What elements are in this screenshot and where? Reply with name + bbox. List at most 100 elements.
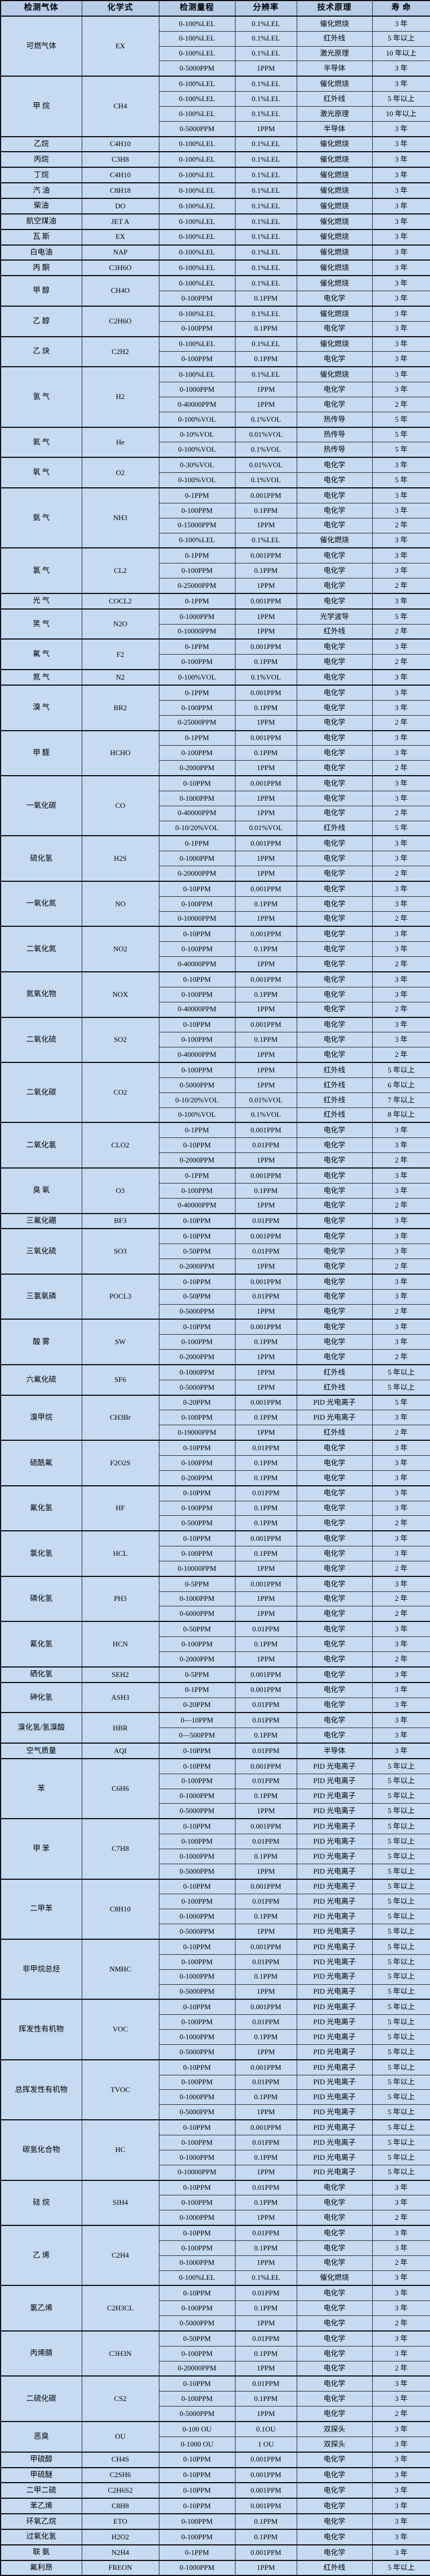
range-cell: 0-100%LEL bbox=[158, 366, 236, 383]
range-cell: 0-100PPM bbox=[158, 654, 236, 670]
gas-name-cell: 溴甲烷 bbox=[0, 1394, 82, 1441]
lifespan-cell: 3 年 bbox=[372, 1712, 430, 1729]
lifespan-cell: 3 年 bbox=[372, 366, 430, 383]
lifespan-cell: 5 年以上 bbox=[372, 1848, 430, 1864]
table-row: 0-5000PPM 1PPM PID 光电离子 5 年以上 bbox=[1, 1924, 430, 1940]
principle-cell: 电化学 bbox=[296, 760, 373, 776]
table-row: 0-100PPM 0.01PPM PID 光电离子 5 年以上 bbox=[1, 2014, 430, 2030]
table-row: 乙 炔 C2H2 0-100%LEL 0.1%LEL 催化燃烧 3 年 bbox=[0, 336, 430, 367]
formula-cell: ETO bbox=[81, 2513, 159, 2530]
principle-cell: 电化学 bbox=[296, 1636, 373, 1652]
lifespan-cell: 5 年 bbox=[372, 608, 430, 625]
principle-cell: 催化燃烧 bbox=[296, 2270, 373, 2286]
formula-cell: N2H4 bbox=[81, 2544, 159, 2561]
lifespan-cell: 2 年 bbox=[372, 715, 430, 731]
range-cell: 0-100%VOL bbox=[158, 669, 236, 686]
resolution-cell: 0.1%LEL bbox=[234, 15, 297, 32]
principle-cell: 电化学 bbox=[296, 1334, 373, 1350]
range-cell: 0-1PPM bbox=[158, 1681, 236, 1698]
gas-name-cell: 二氧化氯 bbox=[0, 1122, 82, 1169]
principle-cell: 红外线 bbox=[296, 91, 373, 107]
formula-cell: AQI bbox=[81, 1743, 159, 1759]
gas-name-cell: 恶臭 bbox=[0, 2421, 82, 2453]
range-cell: 0-10PPM bbox=[158, 880, 236, 897]
range-cell: 0-10/20%VOL bbox=[158, 1092, 236, 1108]
range-cell: 0-10/20%VOL bbox=[158, 820, 236, 836]
formula-cell: HCHO bbox=[81, 730, 159, 776]
lifespan-cell: 3 年 bbox=[372, 121, 430, 137]
resolution-cell: 1PPM bbox=[234, 1984, 297, 2000]
table-row: 三氯氧磷 POCL3 0-10PPM 0.001PPM 电化学 3 年 bbox=[0, 1273, 430, 1320]
gas-name-cell: 氯化氢 bbox=[0, 1530, 82, 1577]
lifespan-cell: 5 年以上 bbox=[372, 1364, 430, 1380]
principle-cell: PID 光电离子 bbox=[296, 1758, 373, 1774]
resolution-cell: 0.01PPM bbox=[234, 1289, 297, 1305]
principle-cell: 催化燃烧 bbox=[296, 336, 373, 352]
range-cell: 0-100PPM bbox=[158, 941, 236, 957]
lifespan-cell: 3 年 bbox=[372, 1455, 430, 1471]
range-cell: 0-19000PPM bbox=[158, 1425, 236, 1441]
table-row: 航空煤油 JET A 0-100%LEL 0.1%LEL 催化燃烧 3 年 bbox=[0, 213, 430, 230]
range-cell: 0-100%LEL bbox=[158, 167, 236, 183]
range-cell: 0-10PPM bbox=[158, 1440, 236, 1456]
lifespan-cell: 3 年 bbox=[372, 547, 430, 564]
range-cell: 0-10000PPM bbox=[158, 911, 236, 927]
resolution-cell: 0.1PPM bbox=[234, 321, 297, 337]
range-cell: 0-30%VOL bbox=[158, 457, 236, 473]
lifespan-cell: 5 年以上 bbox=[372, 1938, 430, 1955]
table-row: 0-100PPM 0.01PPM PID 光电离子 5 年以上 bbox=[1, 1954, 430, 1970]
principle-cell: 电化学 bbox=[296, 866, 373, 882]
range-cell: 0-10PPM bbox=[158, 1999, 236, 2015]
principle-cell: 电化学 bbox=[296, 2315, 373, 2332]
resolution-cell: 0.1PPM bbox=[234, 1410, 297, 1426]
table-row: 笑 气 N2O 0-1000PPM 1PPM 光学波导 5 年 bbox=[0, 608, 430, 640]
range-cell: 0-100%VOL bbox=[158, 1107, 236, 1123]
resolution-cell: 0.01PPM bbox=[234, 1440, 297, 1456]
gas-name-cell: 二氧化氮 bbox=[0, 926, 82, 972]
gas-name-cell: 三氧化硫 bbox=[0, 1228, 82, 1275]
resolution-cell: 1PPM bbox=[234, 1001, 297, 1018]
table-row: 二氧化氯 CLO2 0-1PPM 0.001PPM 电化学 3 年 bbox=[0, 1122, 430, 1169]
lifespan-cell: 2 年 bbox=[372, 1047, 430, 1063]
lifespan-cell: 5 年以上 bbox=[372, 1803, 430, 1819]
range-cell: 0-100PPM bbox=[158, 1894, 236, 1910]
resolution-cell: 0.01PPM bbox=[234, 1485, 297, 1501]
lifespan-cell: 3 年 bbox=[372, 2482, 430, 2499]
formula-cell: PH3 bbox=[81, 1575, 159, 1622]
lifespan-cell: 3 年 bbox=[372, 775, 430, 791]
resolution-cell: 0.001PPM bbox=[234, 1122, 297, 1139]
table-row: 硅 烷 SIH4 0-10PPM 0.01PPM 电化学 3 年 bbox=[0, 2179, 430, 2226]
range-cell: 0-20000PPM bbox=[158, 2360, 236, 2377]
principle-cell: PID 光电离子 bbox=[296, 2134, 373, 2150]
table-row: 丙烷 C3H8 0-100%LEL 0.1%LEL 催化燃烧 3 年 bbox=[0, 151, 430, 168]
resolution-cell: 1PPM bbox=[234, 2559, 297, 2576]
table-row: 甲 醇 CH4O 0-100%LEL 0.1%LEL 催化燃烧 3 年 bbox=[0, 275, 430, 307]
table-row: 0-100PPM 0.1PPM PID 光电离子 3 年 bbox=[1, 1410, 430, 1426]
principle-cell: PID 光电离子 bbox=[296, 1894, 373, 1910]
range-cell: 0-10PPM bbox=[158, 971, 236, 987]
gas-name-cell: 挥发性有机物 bbox=[0, 1999, 82, 2060]
formula-cell: HBR bbox=[81, 1712, 159, 1744]
lifespan-cell: 2 年 bbox=[372, 1425, 430, 1441]
gas-name-cell: 乙 烯 bbox=[0, 2225, 82, 2286]
principle-cell: PID 光电离子 bbox=[296, 2014, 373, 2030]
lifespan-cell: 3 年 bbox=[372, 835, 430, 852]
range-cell: 0-40000PPM bbox=[158, 396, 236, 412]
lifespan-cell: 3 年 bbox=[372, 1470, 430, 1486]
range-cell: 0-100PPM bbox=[158, 1773, 236, 1789]
lifespan-cell: 3 年 bbox=[372, 1697, 430, 1713]
table-row: 氯化氢 HCL 0-10PPM 0.001PPM 电化学 3 年 bbox=[0, 1530, 430, 1577]
resolution-cell: 0.1PPM bbox=[234, 654, 297, 670]
formula-cell: H2 bbox=[81, 366, 159, 428]
resolution-cell: 0.01PPM bbox=[234, 2179, 297, 2196]
gas-name-cell: 二甲二硫 bbox=[0, 2482, 82, 2499]
table-row: 0-100PPM 0.1PPM 电化学 3 年 bbox=[1, 1334, 430, 1350]
gas-name-cell: 甲 烷 bbox=[0, 76, 82, 137]
resolution-cell: 0.1PPM bbox=[234, 1909, 297, 1925]
resolution-cell: 0.1PPM bbox=[234, 1969, 297, 1985]
principle-cell: 电化学 bbox=[296, 1697, 373, 1713]
lifespan-cell: 3 年 bbox=[372, 2513, 430, 2530]
principle-cell: 电化学 bbox=[296, 2498, 373, 2514]
lifespan-cell: 3 年 bbox=[372, 2391, 430, 2407]
table-row: 0-40000PPM 1PPM 电化学 2 年 bbox=[1, 956, 430, 972]
